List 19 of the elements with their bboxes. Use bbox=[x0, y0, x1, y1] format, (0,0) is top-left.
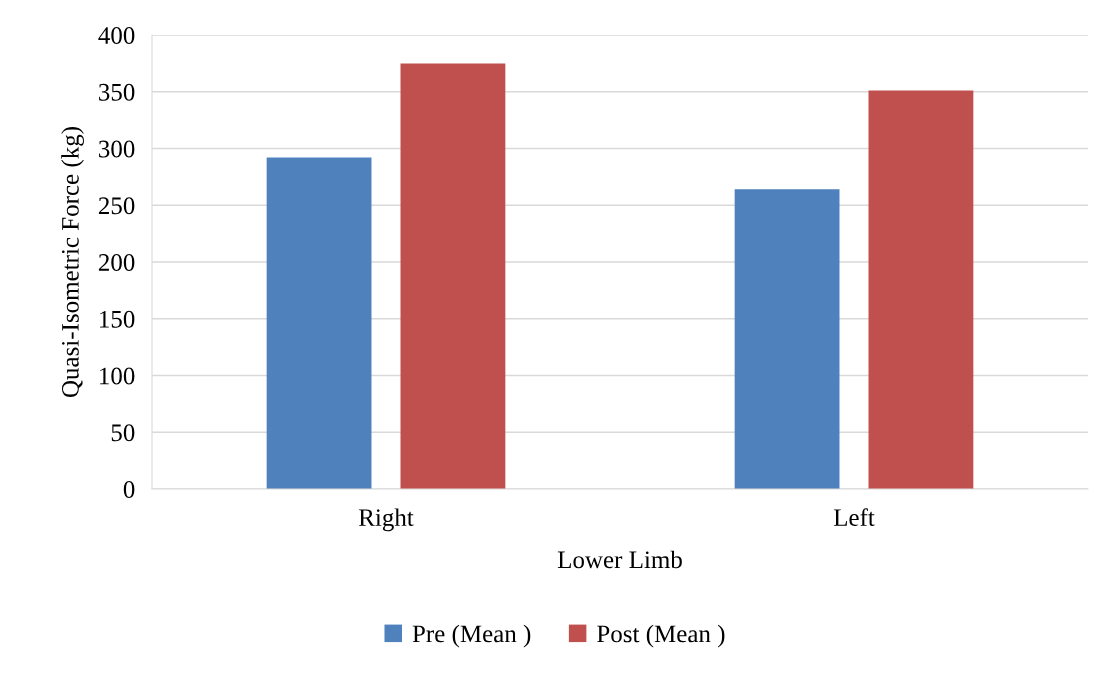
legend-label: Pre (Mean ) bbox=[412, 624, 531, 648]
y-tick-label: 300 bbox=[99, 140, 135, 158]
bar bbox=[400, 63, 506, 489]
y-tick-label: 0 bbox=[123, 481, 135, 498]
y-tick-label: 200 bbox=[98, 254, 135, 271]
y-tick-label: 50 bbox=[111, 424, 135, 442]
x-axis-title: Lower Limb bbox=[557, 550, 682, 569]
bar bbox=[868, 90, 974, 489]
y-tick-label: 100 bbox=[100, 367, 135, 385]
bar bbox=[266, 157, 372, 489]
x-tick-label: Right bbox=[358, 508, 414, 532]
x-tick-label: Left bbox=[833, 508, 875, 527]
legend-label: Post (Mean ) bbox=[597, 624, 725, 648]
y-tick-label: 400 bbox=[98, 27, 135, 44]
bar bbox=[734, 189, 840, 489]
y-axis-title: Quasi-Isometric Force (kg) bbox=[61, 127, 84, 398]
y-tick-label: 350 bbox=[99, 83, 135, 101]
y-tick-label: 250 bbox=[98, 197, 135, 215]
y-tick-label: 150 bbox=[100, 310, 135, 328]
